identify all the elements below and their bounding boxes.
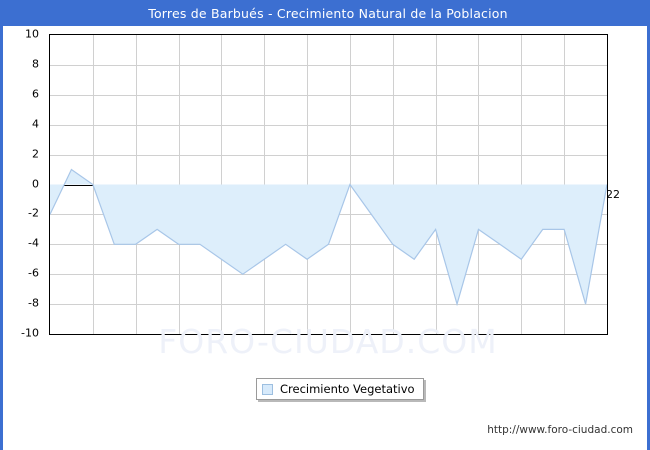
y-tick-label: 6: [32, 87, 39, 101]
grid-line-vertical: [607, 35, 608, 334]
plot-area: [49, 34, 608, 335]
grid-line-horizontal: [50, 125, 607, 126]
series-line: [50, 168, 607, 307]
y-tick-label: 2: [32, 147, 39, 161]
legend-label: Crecimiento Vegetativo: [280, 382, 415, 396]
source-url: http://www.foro-ciudad.com: [487, 424, 633, 436]
y-tick-label: -4: [28, 236, 39, 250]
y-tick-label: -6: [28, 266, 39, 280]
y-tick-label: 8: [32, 57, 39, 71]
legend-swatch-icon: [262, 383, 273, 395]
grid-line-horizontal: [50, 95, 607, 96]
y-tick-label: 0: [32, 177, 39, 190]
grid-line-horizontal: [50, 304, 607, 305]
grid-line-horizontal: [50, 274, 607, 275]
y-tick-label: -2: [28, 206, 39, 220]
y-tick-label: 4: [32, 117, 39, 131]
area-series-crecimiento-vegetativo: [50, 168, 607, 307]
y-tick-label: -8: [28, 296, 39, 310]
y-tick-label: -10: [21, 326, 39, 340]
y-tick-label: 10: [25, 27, 39, 41]
page-title: Torres de Barbués - Crecimiento Natural …: [3, 0, 650, 26]
series-fill: [50, 169, 607, 305]
grid-line-horizontal: [50, 65, 607, 66]
legend: Crecimiento Vegetativo: [256, 378, 424, 400]
grid-line-horizontal: [50, 155, 607, 156]
page-title-text: Torres de Barbués - Crecimiento Natural …: [148, 5, 508, 21]
